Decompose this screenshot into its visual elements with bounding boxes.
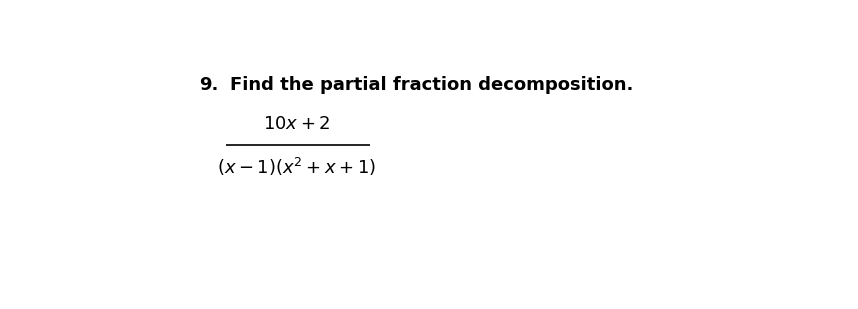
Text: $(x - 1)(x^2 + x + 1)$: $(x - 1)(x^2 + x + 1)$	[217, 156, 377, 178]
Text: Find the partial fraction decomposition.: Find the partial fraction decomposition.	[230, 76, 634, 94]
Text: $10x + 2$: $10x + 2$	[263, 115, 330, 133]
Text: 9.: 9.	[200, 76, 219, 94]
